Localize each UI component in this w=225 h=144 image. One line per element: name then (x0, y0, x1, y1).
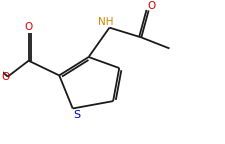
Text: O: O (2, 72, 10, 82)
Text: O: O (25, 22, 33, 32)
Text: S: S (73, 110, 80, 120)
Text: NH: NH (98, 17, 114, 27)
Text: O: O (147, 1, 155, 11)
